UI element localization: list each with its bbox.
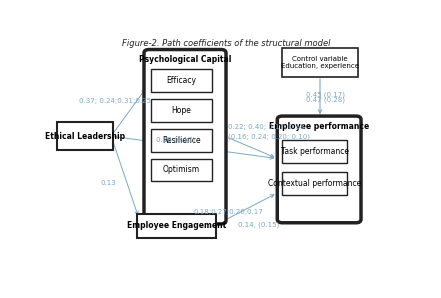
- Text: 0.45 (0.17): 0.45 (0.17): [306, 91, 345, 97]
- FancyBboxPatch shape: [151, 99, 213, 122]
- Text: Psychological Capital: Psychological Capital: [139, 55, 231, 64]
- Text: 0.18 (0.17): 0.18 (0.17): [156, 137, 195, 143]
- FancyBboxPatch shape: [282, 172, 348, 195]
- FancyBboxPatch shape: [151, 69, 213, 92]
- Text: Figure-2. Path coefficients of the structural model: Figure-2. Path coefficients of the struc…: [122, 39, 330, 48]
- Text: 0.22; 0.40; 0.17; 0.18: 0.22; 0.40; 0.17; 0.18: [228, 124, 304, 130]
- FancyBboxPatch shape: [151, 159, 213, 181]
- FancyBboxPatch shape: [282, 140, 348, 163]
- Text: Resilience: Resilience: [162, 136, 201, 145]
- FancyBboxPatch shape: [151, 129, 213, 152]
- FancyBboxPatch shape: [277, 116, 361, 223]
- Text: Contextual performance: Contextual performance: [268, 179, 362, 188]
- FancyBboxPatch shape: [144, 49, 226, 224]
- Text: 0.47 (0.28): 0.47 (0.28): [306, 97, 345, 103]
- Text: Hope: Hope: [172, 106, 191, 115]
- Text: 0.37; 0.24;0.31;0.25: 0.37; 0.24;0.31;0.25: [79, 98, 151, 104]
- Text: Employee Engagement: Employee Engagement: [127, 221, 226, 230]
- Text: (0.16; 0.24; 0.20; 0.10): (0.16; 0.24; 0.20; 0.10): [228, 133, 310, 140]
- Text: 0.13: 0.13: [100, 180, 116, 186]
- FancyBboxPatch shape: [137, 214, 216, 238]
- Text: 0.18;0.27;0.26,0.17: 0.18;0.27;0.26,0.17: [194, 209, 263, 215]
- Text: Ethical Leadership: Ethical Leadership: [45, 132, 125, 141]
- FancyBboxPatch shape: [57, 122, 113, 150]
- Text: Employee performance: Employee performance: [269, 122, 369, 131]
- Text: Control variable
Education, experience: Control variable Education, experience: [281, 56, 359, 69]
- Text: Task performance: Task performance: [281, 147, 349, 156]
- Text: 0.14, (0.15): 0.14, (0.15): [238, 222, 279, 228]
- Text: Optimism: Optimism: [163, 165, 200, 175]
- FancyBboxPatch shape: [282, 48, 358, 77]
- Text: Efficacy: Efficacy: [167, 76, 197, 85]
